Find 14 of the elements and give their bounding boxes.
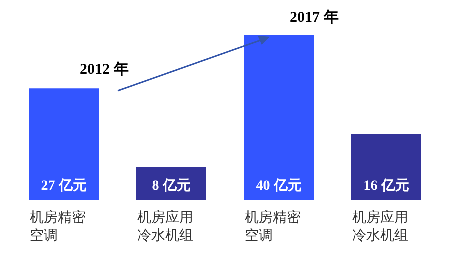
annotation: 2012 年	[80, 60, 129, 79]
bar	[136, 167, 206, 200]
data-label: 40 亿元	[256, 178, 302, 194]
x-tick-label: 机房应用冷水机组	[137, 210, 194, 244]
text: 2017 年	[290, 8, 339, 27]
x-tick-label: 机房精密空调	[30, 210, 86, 244]
bar	[352, 134, 422, 200]
x-tick-label: 机房精密空调	[244, 210, 301, 244]
bar	[244, 35, 314, 200]
x-tick-label: 机房应用冷水机组	[352, 210, 408, 244]
bar	[29, 88, 99, 200]
data-label: 27 亿元	[41, 178, 87, 194]
data-label: 8 亿元	[152, 178, 191, 194]
data-label: 16 亿元	[364, 178, 410, 194]
